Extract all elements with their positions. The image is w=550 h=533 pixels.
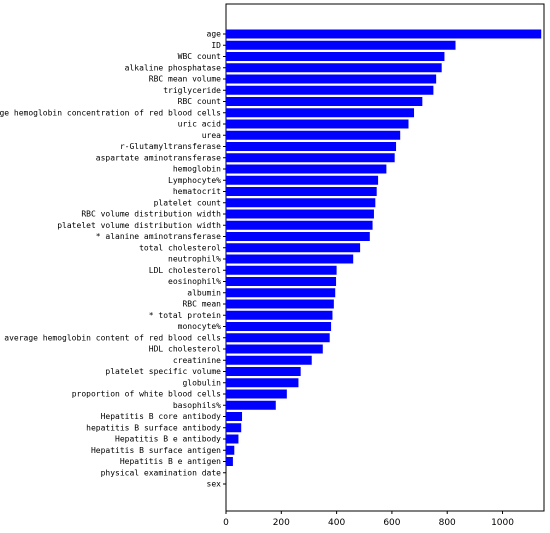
bar [226, 400, 276, 410]
bar [226, 97, 423, 106]
y-tick-label: hematocrit [173, 187, 221, 196]
y-tick-label: uric acid [178, 120, 222, 129]
y-tick-label: aspartate aminotransferase [96, 153, 221, 162]
bar [226, 119, 409, 129]
y-tick-label: platelet count [154, 198, 222, 207]
bar [226, 265, 337, 275]
bar [226, 142, 397, 151]
y-tick-label: hepatitis B surface antibody [86, 423, 221, 432]
y-tick-label: hemoglobin [173, 165, 221, 174]
bar [226, 29, 542, 39]
y-tick-label: monocyte% [178, 322, 222, 331]
bar [226, 187, 377, 196]
x-axis: 0 200 400 600 800 1000 [223, 511, 514, 528]
x-tick-label: 0 [223, 518, 229, 528]
bar [226, 220, 373, 230]
x-tick-label: 800 [439, 518, 456, 528]
y-tick-label: sex [207, 480, 222, 489]
y-tick-label: age [207, 30, 222, 39]
y-tick-label: * total protein [149, 311, 221, 320]
y-tick-label: RBC mean volume [149, 75, 221, 84]
y-tick-label: creatinine [173, 356, 221, 365]
y-tick-label: globulin [182, 378, 221, 387]
bar [226, 423, 242, 433]
bar [226, 322, 332, 331]
y-tick-label: RBC count [178, 97, 222, 106]
category-labels-group: age ID WBC count alkaline phosphatase RBC me… [0, 30, 226, 489]
y-tick-label: average hemoglobin content of red blood … [4, 333, 221, 342]
bar [226, 412, 243, 421]
y-tick-label: Hepatitis B e antibody [115, 435, 221, 444]
bar [226, 299, 334, 309]
bar [226, 344, 323, 354]
y-tick-label: alkaline phosphatase [125, 63, 222, 72]
bar [226, 355, 312, 365]
y-tick-label: RBC volume distribution width [81, 210, 221, 219]
bar [226, 209, 374, 219]
bar [226, 243, 361, 253]
y-tick-label: platelet specific volume [105, 367, 221, 376]
y-tick-label: Hepatitis B core antibody [101, 412, 222, 421]
bar [226, 310, 333, 320]
y-tick-label: LDL cholesterol [149, 266, 221, 275]
bar [226, 74, 437, 84]
y-tick-label: total cholesterol [139, 243, 221, 252]
x-tick-label: 200 [273, 518, 290, 528]
bar [226, 130, 401, 140]
y-tick-label: neutrophil% [168, 255, 221, 264]
bar [226, 445, 235, 455]
y-tick-label: eosinophil% [168, 277, 221, 286]
bar [226, 175, 379, 185]
bar [226, 153, 395, 163]
y-tick-label: * alanine aminotransferase [96, 232, 221, 241]
x-tick-label: 400 [328, 518, 345, 528]
x-tick-label: 1000 [491, 518, 514, 528]
y-tick-label: physical examination date [101, 468, 222, 477]
bar [226, 457, 233, 466]
y-tick-label: HDL cholesterol [149, 345, 221, 354]
bar [226, 63, 442, 73]
x-tick-label: 600 [383, 518, 400, 528]
bar [226, 288, 336, 298]
y-tick-label: proportion of white blood cells [72, 390, 221, 399]
y-tick-label: ID [211, 41, 221, 50]
bar [226, 367, 301, 376]
bar [226, 164, 387, 174]
bar [226, 389, 287, 399]
y-tick-label: platelet volume distribution width [57, 221, 221, 230]
y-tick-label: Lymphocyte% [168, 176, 221, 185]
y-tick-label: RBC mean [182, 300, 221, 309]
y-tick-label: r-Glutamyltransferase [120, 142, 221, 151]
bar [226, 277, 337, 286]
bar [226, 232, 370, 241]
y-tick-label: basophils% [173, 401, 221, 410]
bar [226, 434, 239, 444]
bar [226, 108, 415, 118]
bars-group [226, 29, 542, 466]
y-tick-label: WBC count [178, 52, 222, 61]
y-tick-label: triglyceride [163, 86, 221, 95]
y-tick-label: Hepatitis B e antigen [120, 457, 221, 466]
y-tick-label: urea [202, 131, 221, 140]
bar [226, 40, 456, 50]
bar [226, 378, 299, 388]
y-tick-label: albumin [187, 288, 221, 297]
bar [226, 254, 354, 264]
bar [226, 198, 376, 208]
y-tick-label: Hepatitis B surface antigen [91, 446, 221, 455]
bar [226, 333, 330, 343]
bar [226, 52, 445, 61]
bar [226, 85, 434, 95]
y-tick-label: average hemoglobin concentration of red … [0, 108, 221, 117]
